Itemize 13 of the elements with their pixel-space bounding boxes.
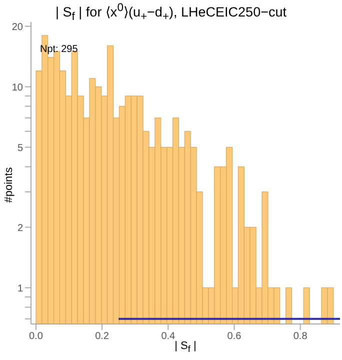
x-tick-label: 0.6 — [227, 331, 242, 342]
y-tick-label: 2 — [17, 222, 24, 234]
chart-title: | S$_{f}$ | for ⟨x$^{0}$⟩(u$_{+}$−d$_{+}$), LHeCEIC250−cut — [56, 2, 286, 24]
y-tick-label: 5 — [17, 142, 24, 154]
y-axis-title: #points — [3, 167, 15, 203]
x-tick-label: 0.8 — [293, 331, 308, 342]
y-tick-label: 20 — [12, 22, 24, 33]
y-tick-label: 10 — [12, 82, 24, 94]
x-tick-label: 0.4 — [161, 331, 176, 342]
x-tick-label: 0.2 — [95, 331, 110, 342]
x-tick-label: 0.0 — [29, 331, 44, 342]
y-tick-label: 1 — [17, 283, 24, 294]
x-axis-title: | S$_{f}$ | — [174, 340, 196, 354]
